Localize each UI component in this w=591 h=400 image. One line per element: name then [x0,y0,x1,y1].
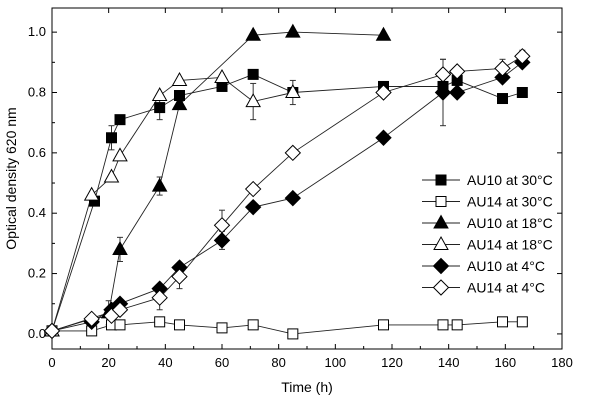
y-tick-label: 0.4 [28,205,46,220]
data-point [375,84,392,101]
data-point [103,168,120,183]
x-tick-label: 60 [215,355,229,370]
legend-marker [435,196,447,207]
data-point [154,316,166,328]
x-tick-label: 120 [381,355,403,370]
data-point [216,322,228,334]
legend: AU10 at 30°C AU14 at 30°C AU10 at 18°C AU14… [420,168,556,301]
legend-item: AU10 at 18°C [422,214,553,231]
y-tick-label: 0.0 [28,326,46,341]
y-axis-label: Optical density 620 nm [3,107,19,249]
series-markers-5 [43,48,531,340]
data-point [151,177,168,192]
data-point [287,328,299,340]
data-point [284,144,302,162]
data-point [437,319,449,331]
series-line-2 [51,31,384,332]
data-point [171,268,188,285]
data-point [151,87,168,102]
legend-marker [435,174,447,186]
x-tick-label: 20 [101,355,115,370]
data-point [378,319,389,331]
data-point [174,319,185,331]
legend-marker [432,279,450,296]
legend-marker [432,257,450,275]
tick-layer: 0 20 40 60 80 100 120 140 160 180 0.0 0.2 0.4 0.6 0.8 1… [28,8,573,370]
legend-label: AU14 at 4°C [467,280,545,296]
series-markers-1 [46,316,528,340]
y-tick-label: 0.6 [28,145,46,160]
data-point [244,180,262,198]
data-point [516,316,528,328]
data-point [516,86,528,98]
legend-frame [420,168,556,301]
x-tick-label: 100 [324,355,346,370]
data-point [213,232,231,249]
data-point [497,93,508,105]
legend-label: AU10 at 30°C [467,172,553,188]
data-point [83,310,100,328]
x-tick-label: 0 [48,355,55,370]
series-markers [43,23,531,340]
legend-item: AU10 at 30°C [422,172,553,188]
data-point [494,60,511,77]
data-point [494,69,511,86]
data-point [171,71,188,86]
data-point [514,48,531,65]
y-tick-label: 1.0 [28,24,46,39]
data-point [114,319,126,331]
data-point [245,26,261,41]
data-point [375,26,392,41]
y-tick-label: 0.2 [28,266,46,281]
data-point [448,63,466,80]
data-point [216,80,228,92]
x-tick-label: 160 [494,355,516,370]
x-tick-label: 140 [438,355,460,370]
data-point [43,322,61,340]
data-point [171,96,188,111]
legend-item: AU14 at 4°C [422,279,545,296]
legend-marker [433,236,449,251]
data-point [434,84,452,101]
data-point [112,240,128,255]
legend-item: AU10 at 4°C [422,257,545,275]
data-point [114,114,126,126]
y-tick-label: 0.8 [28,84,46,99]
data-point [448,84,466,101]
data-point [214,68,230,83]
data-point [434,66,452,83]
legend-label: AU14 at 30°C [467,194,553,210]
data-point [451,319,463,331]
data-point [285,23,301,38]
series-markers-2 [44,23,392,337]
legend-marker [433,214,449,229]
legend-label: AU10 at 18°C [467,215,553,231]
data-point [112,147,128,162]
legend-label: AU14 at 18°C [467,237,553,253]
x-tick-label: 80 [271,355,285,370]
data-point [247,68,259,80]
data-point [284,189,302,207]
data-point [151,289,168,306]
data-point [244,198,262,216]
x-tick-label: 180 [551,355,573,370]
data-point [106,132,117,144]
x-axis-label: Time (h) [281,379,333,395]
data-point [245,93,261,108]
legend-item: AU14 at 18°C [422,236,553,253]
x-tick-label: 40 [158,355,172,370]
data-point [83,186,100,201]
data-point [111,301,129,318]
legend-item: AU14 at 30°C [422,194,553,210]
data-point [285,84,301,99]
data-point [497,316,508,328]
data-point [213,217,231,234]
data-point [154,102,166,114]
data-point [247,319,259,331]
legend-label: AU10 at 4°C [467,258,545,274]
data-point [375,129,392,146]
